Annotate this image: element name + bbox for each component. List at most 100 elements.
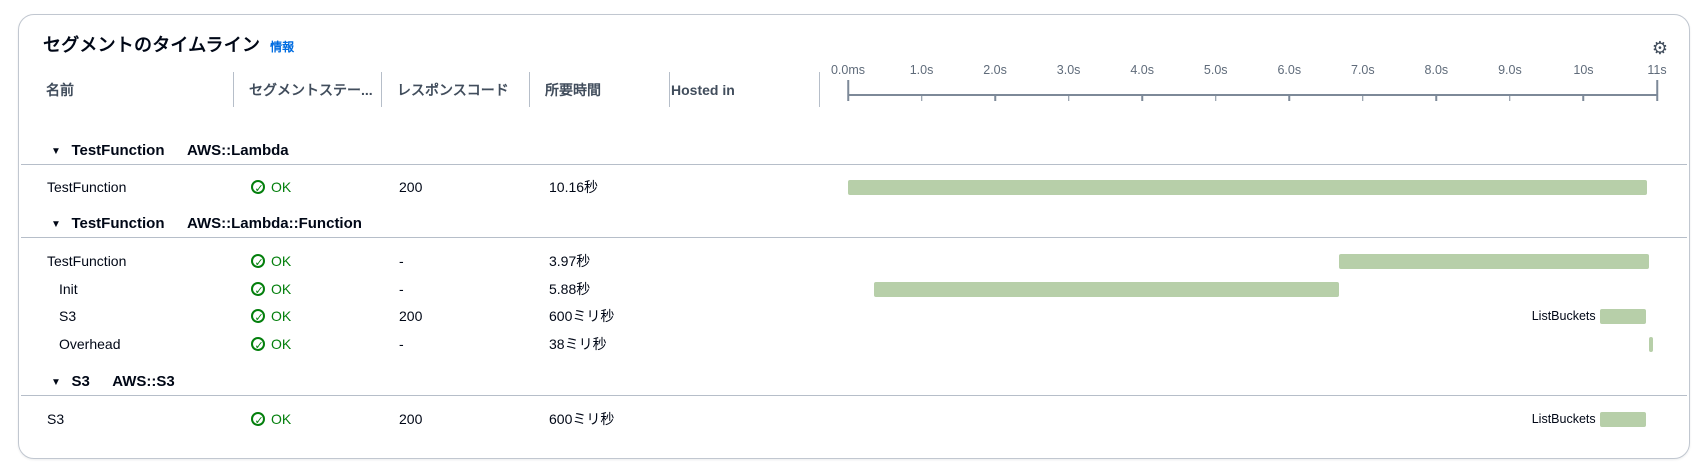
- axis-tick-label: 9.0s: [1498, 63, 1522, 77]
- segment-bar[interactable]: [873, 282, 1340, 297]
- segment-name: S3: [47, 411, 65, 427]
- axis-tick-label: 8.0s: [1424, 63, 1449, 77]
- segment-bar[interactable]: [1339, 254, 1649, 269]
- status-label: OK: [271, 179, 292, 195]
- collapse-arrow-icon[interactable]: [51, 138, 67, 166]
- timeline-track: ListBuckets: [848, 302, 1657, 330]
- segment-bar[interactable]: [848, 180, 1647, 195]
- duration-value: 600ミリ秒: [549, 308, 615, 324]
- status-ok-icon: [251, 407, 265, 435]
- axis-tick-mark: [1214, 94, 1217, 101]
- axis-tick-label: 6.0s: [1277, 63, 1302, 77]
- axis-tick-mark: [1656, 80, 1658, 101]
- page-title: セグメントのタイムライン: [43, 35, 261, 55]
- response-code: -: [399, 281, 404, 297]
- axis-tick-mark: [1288, 94, 1291, 101]
- duration-value: 10.16秒: [549, 179, 599, 195]
- axis-tick-mark: [994, 94, 996, 101]
- axis-tick-label: 4.0s: [1130, 63, 1154, 77]
- column-header-status: セグメントステー...: [249, 82, 373, 98]
- info-link[interactable]: 情報: [270, 40, 295, 54]
- axis-tick-mark: [1362, 94, 1364, 101]
- axis-tick-mark: [1509, 94, 1511, 101]
- segment-bar[interactable]: [1648, 337, 1653, 352]
- group-header-lambda-function[interactable]: TestFunction AWS::Lambda::Function: [21, 210, 1687, 238]
- status-cell: OK: [251, 405, 292, 435]
- segment-name: TestFunction: [47, 179, 127, 195]
- group-type: AWS::S3: [112, 373, 175, 390]
- status-label: OK: [271, 281, 292, 297]
- status-ok-icon: [251, 175, 265, 203]
- axis-tick-mark: [1067, 94, 1070, 101]
- segment-row[interactable]: Overhead OK - 38ミリ秒: [19, 330, 1689, 360]
- segment-row[interactable]: TestFunction OK 200 10.16秒: [19, 173, 1689, 203]
- segment-name: Init: [59, 281, 78, 297]
- status-ok-icon: [251, 332, 265, 360]
- segment-bar[interactable]: [1599, 412, 1646, 427]
- duration-value: 3.97秒: [549, 253, 591, 269]
- collapse-arrow-icon[interactable]: [51, 369, 67, 397]
- group-name: S3: [71, 373, 90, 390]
- status-label: OK: [271, 411, 292, 427]
- collapse-arrow-icon[interactable]: [51, 211, 67, 239]
- axis-tick-mark: [1435, 94, 1438, 101]
- segment-name: Overhead: [59, 336, 121, 352]
- column-separator: [381, 72, 382, 107]
- axis-tick-label: 7.0s: [1350, 63, 1375, 77]
- gear-icon[interactable]: [1647, 35, 1673, 61]
- timeline-axis: 0.0ms 1.0s 2.0s 3.0s 4.0s 5.0s 6.0s 7.0s 8.0s 9.0…: [831, 63, 1667, 107]
- segments-timeline-panel: セグメントのタイムライン 情報 名前 セグメントステー... レスポンスコード …: [18, 14, 1690, 459]
- segment-row[interactable]: S3 OK 200 600ミリ秒 ListBuckets: [19, 405, 1689, 435]
- axis-tick-label: 0.0ms: [830, 63, 866, 77]
- segment-name: S3: [59, 308, 77, 324]
- axis-tick-mark: [1582, 94, 1585, 101]
- column-header-response-code: レスポンスコード: [397, 82, 509, 98]
- axis-tick-label: 3.0s: [1056, 63, 1081, 77]
- status-ok-icon: [251, 304, 265, 332]
- timeline-track: [848, 330, 1657, 358]
- response-code: -: [399, 253, 404, 269]
- group-header-s3[interactable]: S3 AWS::S3: [21, 368, 1687, 396]
- status-label: OK: [271, 253, 292, 269]
- column-separator: [669, 72, 670, 107]
- status-cell: OK: [251, 275, 292, 305]
- column-header-hosted-in: Hosted in: [671, 82, 735, 98]
- bar-label: ListBuckets: [1531, 309, 1596, 323]
- status-cell: OK: [251, 247, 292, 277]
- segment-bar[interactable]: [1599, 309, 1646, 324]
- timeline-track: [848, 275, 1657, 303]
- column-separator: [233, 72, 234, 107]
- axis-tick-label: 5.0s: [1203, 63, 1228, 77]
- group-type: AWS::Lambda::Function: [186, 215, 362, 232]
- response-code: 200: [399, 179, 423, 195]
- group-name: TestFunction: [71, 215, 165, 232]
- axis-tick-mark: [920, 94, 923, 101]
- column-separator: [819, 72, 820, 107]
- response-code: -: [399, 336, 404, 352]
- axis-tick-mark: [847, 80, 849, 101]
- column-header-name: 名前: [46, 82, 74, 98]
- group-name: TestFunction: [71, 142, 165, 159]
- timeline-track: [848, 173, 1657, 201]
- column-header-duration: 所要時間: [545, 82, 601, 98]
- timeline-track: [848, 247, 1657, 275]
- segment-row[interactable]: TestFunction OK - 3.97秒: [19, 247, 1689, 277]
- status-cell: OK: [251, 330, 292, 360]
- status-label: OK: [271, 336, 292, 352]
- segment-name: TestFunction: [47, 253, 127, 269]
- segment-row[interactable]: S3 OK 200 600ミリ秒 ListBuckets: [19, 302, 1689, 332]
- group-header-lambda[interactable]: TestFunction AWS::Lambda: [21, 137, 1687, 165]
- group-type: AWS::Lambda: [186, 142, 289, 159]
- axis-tick-label: 11s: [1647, 63, 1667, 77]
- duration-value: 38ミリ秒: [549, 336, 607, 352]
- segment-row[interactable]: Init OK - 5.88秒: [19, 275, 1689, 305]
- duration-value: 600ミリ秒: [549, 411, 615, 427]
- axis-tick-label: 1.0s: [909, 63, 934, 77]
- status-ok-icon: [251, 277, 265, 305]
- panel-title-row: セグメントのタイムライン 情報: [43, 31, 294, 57]
- timeline-track: ListBuckets: [848, 405, 1657, 433]
- status-cell: OK: [251, 302, 291, 332]
- axis-tick-mark: [1141, 94, 1143, 101]
- response-code: 200: [399, 308, 423, 324]
- axis-tick-label: 2.0s: [983, 63, 1007, 77]
